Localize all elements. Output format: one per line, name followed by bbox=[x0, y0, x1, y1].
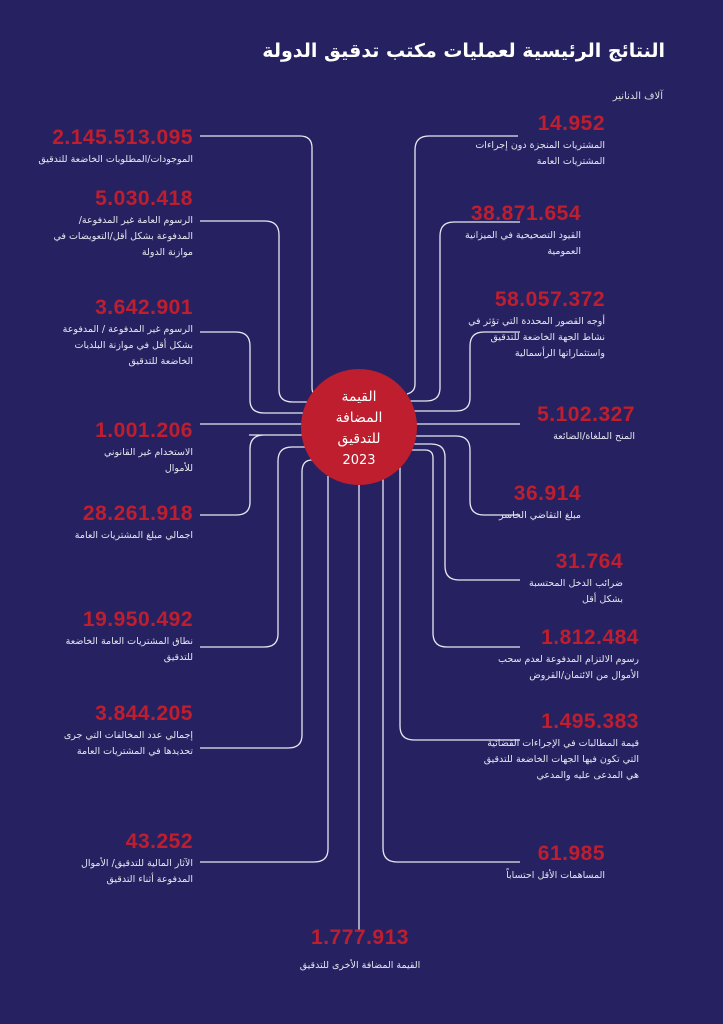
stat-right-3: 58.057.372 أوجه القصور المحددة التي تؤثر … bbox=[455, 288, 605, 362]
connector-line bbox=[200, 459, 313, 749]
connector-line bbox=[382, 476, 520, 863]
connector-line bbox=[406, 135, 518, 395]
connector-line bbox=[410, 221, 520, 402]
connector-line bbox=[414, 331, 520, 412]
stat-left-1: 2.145.513.095 الموجودات/المطلوبات الخاضعة… bbox=[13, 126, 193, 168]
stat-label: المساهمات الأقل احتساباً bbox=[506, 870, 605, 881]
stat-value: 1.812.484 bbox=[541, 626, 639, 649]
stat-label: ضرائب الدخل المحتسبة بشكل أقل bbox=[528, 578, 623, 605]
stat-right-2: 38.871.654 القيود التصحيحية في الميزانية … bbox=[451, 202, 581, 260]
stat-value: 28.261.918 bbox=[82, 502, 193, 525]
connector-line bbox=[200, 135, 323, 401]
connector-line bbox=[412, 443, 520, 581]
stat-label: مبلغ التقاضي الخاسر bbox=[498, 510, 581, 521]
stat-left-4: 1.001.206 الاستخدام غير القانوني للأموال bbox=[73, 419, 193, 477]
stat-left-5: 28.261.918 اجمالي مبلغ المشتريات العامة bbox=[53, 502, 193, 544]
stat-label: الآثار المالية للتدقيق/ الأموال المدفوعة… bbox=[80, 858, 193, 885]
stat-value: 38.871.654 bbox=[470, 202, 581, 225]
stat-label: القيمة المضافة الأخرى للتدقيق bbox=[299, 960, 421, 971]
stat-value: 58.057.372 bbox=[494, 288, 605, 311]
connector-line bbox=[200, 476, 329, 863]
stat-value: 1.495.383 bbox=[541, 710, 639, 733]
connector-line bbox=[200, 331, 304, 414]
stat-left-7: 3.844.205 إجمالي عدد المخالفات التي جرى ت… bbox=[63, 702, 193, 760]
stat-label: الرسوم غير المدفوعة / المدفوعة بشكل أقل … bbox=[62, 324, 193, 367]
stat-right-1: 14.952 المشتريات المنجزة دون إجراءات المش… bbox=[475, 112, 605, 170]
stat-right-9: 61.985 المساهمات الأقل احتساباً bbox=[475, 842, 605, 884]
stat-label: نطاق المشتريات العامة الخاضعة للتدقيق bbox=[65, 636, 193, 663]
stat-right-4: 5.102.327 المنح الملغاة/الضائعة bbox=[505, 403, 635, 445]
center-title-line: للتدقيق bbox=[337, 430, 381, 447]
stat-left-2: 5.030.418 الرسوم العامة غير المدفوعة/المد… bbox=[43, 187, 194, 261]
stat-left-8: 43.252 الآثار المالية للتدقيق/ الأموال ال… bbox=[53, 830, 193, 888]
stat-label: القيود التصحيحية في الميزانية العمومية bbox=[465, 230, 581, 257]
stat-label: رسوم الالتزام المدفوعة لعدم سحب الأموال … bbox=[498, 654, 639, 681]
stat-value: 3.844.205 bbox=[95, 702, 193, 725]
stat-label: الاستخدام غير القانوني للأموال bbox=[104, 447, 193, 474]
stat-label: المنح الملغاة/الضائعة bbox=[553, 431, 635, 442]
stat-label: إجمالي عدد المخالفات التي جرى تحديدها في… bbox=[63, 730, 193, 757]
stat-right-6: 31.764 ضرائب الدخل المحتسبة بشكل أقل bbox=[523, 550, 623, 608]
stat-label: اجمالي مبلغ المشتريات العامة bbox=[74, 530, 193, 541]
connector-line bbox=[399, 462, 520, 741]
stat-value: 31.764 bbox=[555, 550, 623, 573]
connector-line bbox=[410, 449, 520, 648]
stat-value: 43.252 bbox=[125, 830, 193, 853]
stat-left-3: 3.642.901 الرسوم غير المدفوعة / المدفوعة … bbox=[53, 296, 193, 370]
center-year: 2023 bbox=[342, 452, 376, 468]
stat-left-6: 19.950.492 نطاق المشتريات العامة الخاضعة … bbox=[53, 608, 193, 666]
connector-line bbox=[200, 434, 304, 516]
stat-label: أوجه القصور المحددة التي تؤثر في نشاط ال… bbox=[468, 316, 605, 359]
stat-label: الرسوم العامة غير المدفوعة/المدفوعة بشكل… bbox=[53, 215, 194, 258]
stat-bottom: 1.777.913 القيمة المضافة الأخرى للتدقيق bbox=[200, 926, 520, 974]
stat-right-5: 36.914 مبلغ التقاضي الخاسر bbox=[451, 482, 581, 524]
page-title: النتائج الرئيسية لعمليات مكتب تدقيق الدو… bbox=[262, 40, 665, 62]
stat-label: قيمة المطالبات في الإجراءات القضائية الت… bbox=[483, 738, 639, 781]
stat-value: 5.102.327 bbox=[537, 403, 635, 426]
connector-line bbox=[414, 435, 520, 516]
stat-value: 1.777.913 bbox=[311, 926, 409, 949]
stat-value: 2.145.513.095 bbox=[52, 126, 193, 149]
stat-value: 19.950.492 bbox=[82, 608, 193, 631]
stat-value: 14.952 bbox=[537, 112, 605, 135]
connector-line bbox=[200, 446, 306, 648]
unit-label: آلاف الدنانير bbox=[612, 91, 663, 102]
stat-label: الموجودات/المطلوبات الخاضعة للتدقيق bbox=[38, 154, 193, 165]
stat-value: 5.030.418 bbox=[95, 187, 193, 210]
stat-value: 1.001.206 bbox=[95, 419, 193, 442]
stat-value: 36.914 bbox=[513, 482, 581, 505]
stat-right-8: 1.495.383 قيمة المطالبات في الإجراءات الق… bbox=[474, 710, 639, 784]
stat-value: 61.985 bbox=[537, 842, 605, 865]
stat-label: المشتريات المنجزة دون إجراءات المشتريات … bbox=[475, 140, 605, 167]
center-circle: القيمة المضافة للتدقيق 2023 bbox=[301, 369, 417, 485]
stat-value: 3.642.901 bbox=[95, 296, 193, 319]
stat-right-7: 1.812.484 رسوم الالتزام المدفوعة لعدم سحب… bbox=[469, 626, 639, 684]
center-title-line: المضافة bbox=[335, 409, 383, 426]
center-title-line: القيمة bbox=[341, 388, 377, 405]
connector-line bbox=[200, 220, 308, 403]
